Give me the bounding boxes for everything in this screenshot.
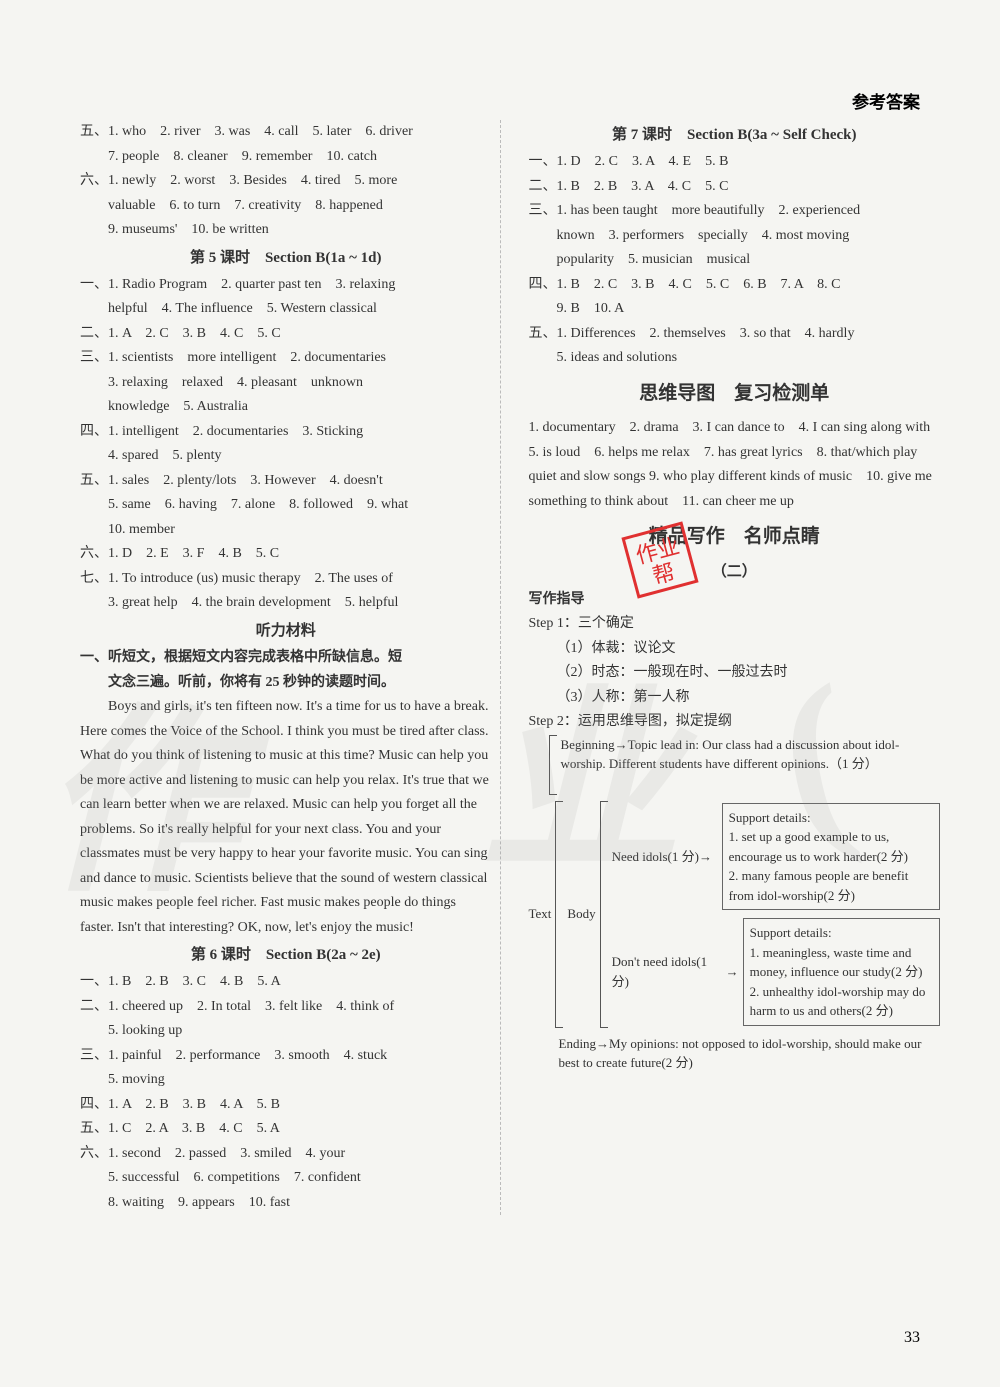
text-line: 三、1. has been taught more beautifully 2.… [529,199,941,224]
passage-text: Boys and girls, it's ten fifteen now. It… [80,695,492,940]
text-line: valuable 6. to turn 7. creativity 8. hap… [80,194,492,219]
dont-need-details: Support details:1. meaningless, waste ti… [743,918,940,1026]
diagram-body-label: Body [567,904,599,924]
text-line: （2）时态：一般现在时、一般过去时 [529,661,941,686]
text-line: 七、1. To introduce (us) music therapy 2. … [80,567,492,592]
text-line: 三、1. scientists more intelligent 2. docu… [80,346,492,371]
need-idols-details: Support details:1. set up a good example… [722,803,940,911]
detail-line: Support details: [729,808,933,828]
text-line: 文念三遍。听前，你将有 25 秒钟的读题时间。 [80,671,492,696]
text-line: 5. same 6. having 7. alone 8. followed 9… [80,493,492,518]
text-line: 第 6 课时 Section B(2a ~ 2e) [80,942,492,968]
text-line: known 3. performers specially 4. most mo… [529,224,941,249]
detail-line: 2. many famous people are benefit from i… [729,866,933,905]
text-line: 写作指导 [529,588,941,613]
text-line: knowledge 5. Australia [80,395,492,420]
left-column: 五、1. who 2. river 3. was 4. call 5. late… [80,120,501,1215]
detail-line: Support details: [750,923,933,943]
page-header: 参考答案 [852,88,920,113]
text-line: Step 1：三个确定 [529,612,941,637]
text-line: 思维导图 复习检测单 [529,377,941,410]
text-line: 四、1. intelligent 2. documentaries 3. Sti… [80,420,492,445]
text-line: 二、1. A 2. C 3. B 4. C 5. C [80,322,492,347]
page-number: 33 [904,1329,920,1347]
text-line: 五、1. Differences 2. themselves 3. so tha… [529,322,941,347]
content-columns: 五、1. who 2. river 3. was 4. call 5. late… [80,120,940,1215]
text-line: 1. documentary 2. drama 3. I can dance t… [529,416,941,514]
detail-line: 2. unhealthy idol-worship may do harm to… [750,982,933,1021]
red-stamp: 作业 帮 [610,510,710,610]
detail-line: 1. set up a good example to us, encourag… [729,827,933,866]
text-line: 四、1. A 2. B 3. B 4. A 5. B [80,1093,492,1118]
text-line: 五、1. C 2. A 3. B 4. C 5. A [80,1117,492,1142]
text-line: 3. relaxing relaxed 4. pleasant unknown [80,371,492,396]
need-idols-label: Need idols(1 分)→ [612,847,722,867]
detail-line: 1. meaningless, waste time and money, in… [750,943,933,982]
diagram-text-label: Text [529,904,556,924]
text-line: Step 2：运用思维导图，拟定提纲 [529,710,941,735]
text-line: （二） [529,559,941,585]
text-line: 10. member [80,518,492,543]
text-line: 听力材料 [80,618,492,644]
text-line: 六、1. newly 2. worst 3. Besides 4. tired … [80,169,492,194]
text-line: 二、1. B 2. B 3. A 4. C 5. C [529,175,941,200]
text-line: 5. ideas and solutions [529,346,941,371]
text-line: 六、1. D 2. E 3. F 4. B 5. C [80,542,492,567]
mind-map-diagram: Beginning→Topic lead in: Our class had a… [529,735,941,1073]
text-line: 二、1. cheered up 2. In total 3. felt like… [80,995,492,1020]
text-line: 4. spared 5. plenty [80,444,492,469]
diagram-ending: Ending→My opinions: not opposed to idol-… [559,1034,941,1073]
text-line: popularity 5. musician musical [529,248,941,273]
text-line: 8. waiting 9. appears 10. fast [80,1191,492,1216]
text-line: 5. looking up [80,1019,492,1044]
text-line: （1）体裁：议论文 [529,637,941,662]
text-line: 五、1. sales 2. plenty/lots 3. However 4. … [80,469,492,494]
text-line: 第 7 课时 Section B(3a ~ Self Check) [529,122,941,148]
text-line: 一、1. Radio Program 2. quarter past ten 3… [80,273,492,298]
text-line: 第 5 课时 Section B(1a ~ 1d) [80,245,492,271]
text-line: 五、1. who 2. river 3. was 4. call 5. late… [80,120,492,145]
text-line: 一、1. D 2. C 3. A 4. E 5. B [529,150,941,175]
text-line: 7. people 8. cleaner 9. remember 10. cat… [80,145,492,170]
text-line: 三、1. painful 2. performance 3. smooth 4.… [80,1044,492,1069]
text-line: 3. great help 4. the brain development 5… [80,591,492,616]
text-line: 精品写作 名师点睛 [529,520,941,553]
text-line: 5. successful 6. competitions 7. confide… [80,1166,492,1191]
dont-need-label: Don't need idols(1 分) [612,952,722,991]
text-line: 六、1. second 2. passed 3. smiled 4. your [80,1142,492,1167]
text-line: helpful 4. The influence 5. Western clas… [80,297,492,322]
text-line: 四、1. B 2. C 3. B 4. C 5. C 6. B 7. A 8. … [529,273,941,298]
diagram-beginning: Beginning→Topic lead in: Our class had a… [561,735,941,774]
text-line: 一、1. B 2. B 3. C 4. B 5. A [80,970,492,995]
text-line: 9. museums' 10. be written [80,218,492,243]
text-line: 5. moving [80,1068,492,1093]
right-column: 第 7 课时 Section B(3a ~ Self Check)一、1. D … [521,120,941,1215]
text-line: （3）人称：第一人称 [529,686,941,711]
svg-text:帮: 帮 [650,559,678,589]
text-line: 9. B 10. A [529,297,941,322]
text-line: 一、听短文，根据短文内容完成表格中所缺信息。短 [80,646,492,671]
